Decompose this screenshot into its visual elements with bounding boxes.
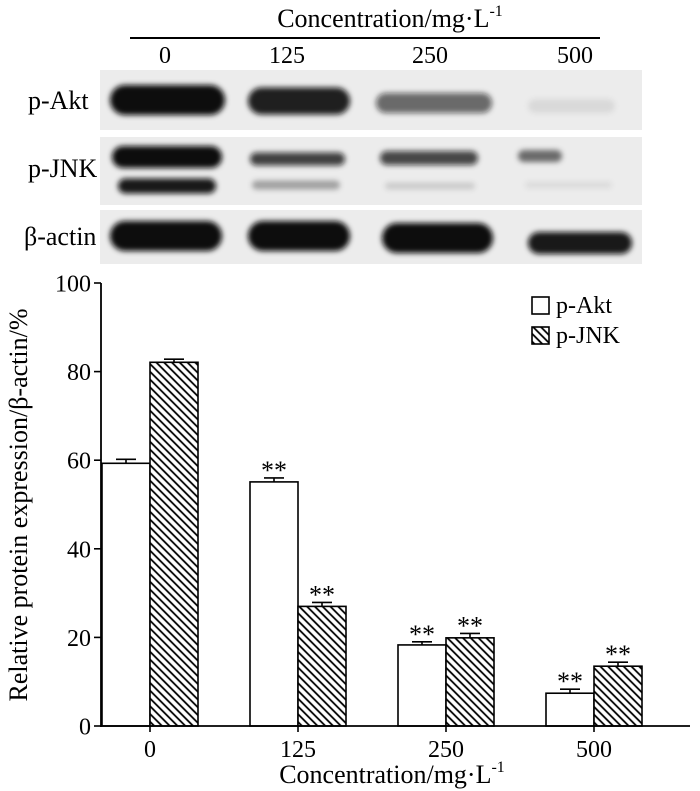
blot-lane-labels: 0 125 250 500 xyxy=(159,43,593,69)
significance-p-akt-125: ** xyxy=(261,456,287,485)
legend-label-p-jnk: p-JNK xyxy=(556,323,621,349)
y-tick-label-20: 20 xyxy=(67,626,91,652)
bar-p-akt-0 xyxy=(101,462,151,727)
x-axis-ticks: 0 125 250 500 xyxy=(144,726,612,763)
band-beta-actin-lane-125 xyxy=(248,221,350,251)
bar-p-jnk-500 xyxy=(593,665,643,727)
y-axis-title: Relative protein expression/β-actin/% xyxy=(4,309,33,702)
bar-p-akt-250 xyxy=(397,644,447,727)
blot-lane-label-250: 250 xyxy=(412,43,448,69)
band-beta-actin-lane-250 xyxy=(382,223,493,253)
legend-swatch-p-jnk xyxy=(531,326,550,345)
band-p-jnk-lower-lane-250 xyxy=(385,182,475,190)
bar-p-jnk-0 xyxy=(149,361,199,727)
blot-row-label-p-akt: p-Akt xyxy=(28,86,89,115)
x-tick-label-125: 125 xyxy=(280,737,316,763)
band-p-jnk-upper-lane-250 xyxy=(380,151,478,165)
band-p-jnk-lower-lane-125 xyxy=(252,180,340,190)
band-p-akt-lane-500 xyxy=(528,99,615,113)
bar-chart: 0 20 40 60 80 100 0 125 250 500 ** ** ** ** ** ** Rel… xyxy=(4,272,690,789)
x-axis-title-text: Concentration/mg·L xyxy=(279,760,491,789)
y-tick-label-60: 60 xyxy=(67,449,91,475)
x-tick-label-250: 250 xyxy=(428,737,464,763)
band-p-jnk-upper-lane-0 xyxy=(112,146,222,168)
bar-p-akt-500 xyxy=(545,692,595,727)
legend-swatch-p-akt xyxy=(531,296,550,315)
blot-row-label-beta-actin: β-actin xyxy=(24,222,96,251)
y-tick-label-80: 80 xyxy=(67,360,91,386)
bars xyxy=(101,361,643,727)
band-p-jnk-lower-lane-0 xyxy=(118,178,216,194)
blot-row-label-p-jnk: p-JNK xyxy=(28,154,98,183)
significance-p-akt-500: ** xyxy=(557,667,583,696)
band-p-jnk-lower-lane-500 xyxy=(525,181,612,189)
x-tick-label-0: 0 xyxy=(144,737,156,763)
blot-lane-label-0: 0 xyxy=(159,43,171,69)
blot-title-superscript: -1 xyxy=(489,3,502,20)
band-p-jnk-upper-lane-500 xyxy=(518,150,562,162)
bar-p-akt-125 xyxy=(249,481,299,727)
y-tick-label-0: 0 xyxy=(79,715,91,741)
blot-lane-label-125: 125 xyxy=(269,43,305,69)
significance-p-jnk-250: ** xyxy=(457,611,483,640)
significance-markers: ** ** ** ** ** ** xyxy=(261,456,631,696)
error-bars xyxy=(116,358,628,694)
legend: p-Akt p-JNK xyxy=(531,293,621,349)
significance-p-jnk-500: ** xyxy=(605,640,631,669)
blot-bands xyxy=(110,85,632,254)
western-blot: Concentration/mg·L-1 0 125 250 500 p-Akt p-… xyxy=(24,3,642,264)
legend-label-p-akt: p-Akt xyxy=(556,293,612,319)
bar-p-jnk-250 xyxy=(445,637,495,727)
band-p-jnk-upper-lane-125 xyxy=(250,152,345,166)
blot-title: Concentration/mg·L-1 xyxy=(277,3,503,33)
bar-p-jnk-125 xyxy=(297,605,347,727)
y-axis-ticks: 0 20 40 60 80 100 xyxy=(55,272,101,741)
band-p-akt-lane-0 xyxy=(110,85,225,115)
x-axis-title: Concentration/mg·L-1 xyxy=(279,759,505,789)
significance-p-akt-250: ** xyxy=(409,620,435,649)
y-tick-label-100: 100 xyxy=(55,272,91,298)
x-tick-label-500: 500 xyxy=(576,737,612,763)
band-p-akt-lane-250 xyxy=(376,93,492,113)
band-beta-actin-lane-500 xyxy=(528,232,632,254)
blot-title-text: Concentration/mg·L xyxy=(277,4,489,33)
significance-p-jnk-125: ** xyxy=(309,580,335,609)
x-axis-title-superscript: -1 xyxy=(491,759,504,776)
band-beta-actin-lane-0 xyxy=(110,221,222,251)
band-p-akt-lane-125 xyxy=(248,87,350,115)
y-tick-label-40: 40 xyxy=(67,537,91,563)
blot-lane-label-500: 500 xyxy=(557,43,593,69)
